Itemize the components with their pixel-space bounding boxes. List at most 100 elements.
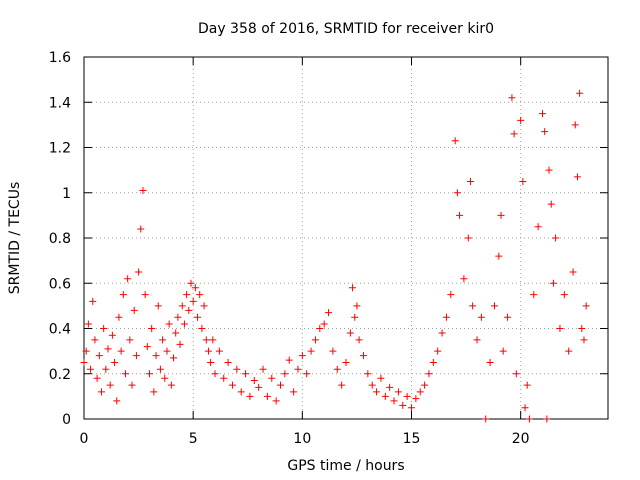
data-point	[170, 354, 178, 362]
data-point	[303, 370, 311, 378]
data-point	[87, 365, 95, 373]
data-point	[137, 225, 145, 233]
data-point	[183, 291, 191, 299]
data-point	[329, 347, 337, 355]
data-point	[377, 374, 385, 382]
data-point	[152, 352, 160, 360]
data-point	[281, 370, 289, 378]
data-point	[351, 313, 359, 321]
data-point	[290, 388, 298, 396]
x-tick-label: 20	[512, 431, 530, 447]
data-point	[408, 404, 415, 412]
data-point	[161, 374, 169, 382]
data-point	[469, 302, 477, 310]
data-point	[412, 395, 420, 403]
data-point	[224, 358, 232, 366]
data-point	[394, 388, 402, 396]
data-point	[447, 291, 455, 299]
y-tick-label: 0.2	[49, 367, 71, 383]
data-point	[196, 291, 204, 299]
x-tick-label: 5	[189, 431, 198, 447]
data-point	[111, 358, 119, 366]
data-point	[191, 284, 199, 292]
data-point	[80, 358, 88, 366]
data-point	[560, 291, 568, 299]
data-point	[565, 347, 573, 355]
data-point	[154, 302, 162, 310]
data-point	[102, 365, 110, 373]
data-point	[185, 306, 193, 314]
data-point	[139, 186, 147, 194]
data-point	[165, 320, 173, 328]
data-point	[399, 401, 407, 409]
data-point	[497, 211, 505, 219]
data-point	[359, 352, 367, 360]
x-tick-label: 0	[80, 431, 89, 447]
data-point	[259, 365, 267, 373]
y-tick-label: 0.6	[49, 276, 71, 292]
data-point	[202, 336, 210, 344]
data-point	[178, 302, 186, 310]
data-point	[582, 302, 590, 310]
data-point	[342, 358, 350, 366]
data-point	[268, 374, 276, 382]
data-point	[510, 130, 518, 138]
data-point	[316, 325, 324, 332]
data-point	[333, 365, 341, 373]
data-point	[549, 279, 557, 287]
data-point	[294, 365, 302, 373]
data-point	[307, 347, 315, 355]
data-point	[180, 320, 188, 328]
data-point	[541, 128, 549, 136]
data-point	[320, 320, 328, 328]
data-point	[508, 94, 516, 102]
data-point	[150, 388, 158, 396]
y-tick-label: 1.2	[49, 141, 71, 157]
data-point	[89, 297, 97, 305]
data-point	[499, 347, 507, 355]
data-point	[255, 383, 263, 391]
data-point	[233, 365, 241, 373]
data-point	[167, 381, 175, 389]
data-point	[556, 325, 564, 332]
data-point	[530, 291, 538, 299]
data-point	[100, 325, 108, 332]
data-point	[106, 381, 114, 389]
data-point	[84, 320, 92, 328]
data-point	[473, 336, 481, 344]
x-axis-label: GPS time / hours	[287, 458, 404, 474]
data-point	[460, 275, 468, 283]
data-point	[386, 383, 394, 391]
y-tick-label: 0.8	[49, 231, 71, 247]
data-point	[204, 347, 212, 355]
data-point	[126, 336, 134, 344]
data-point	[108, 331, 116, 339]
data-point	[237, 388, 245, 396]
y-tick-label: 1	[62, 186, 71, 202]
x-tick-label: 15	[403, 431, 421, 447]
data-point	[578, 325, 586, 332]
data-point	[209, 336, 217, 344]
data-point	[159, 336, 167, 344]
data-point	[552, 234, 560, 242]
y-axis-label: SRMTID / TECUs	[7, 182, 23, 295]
data-point	[215, 347, 223, 355]
y-tick-label: 1.6	[49, 50, 71, 66]
axis-ticks	[83, 56, 608, 420]
data-point	[421, 381, 429, 389]
data-point	[143, 343, 151, 351]
data-point	[466, 177, 474, 185]
data-point	[124, 275, 132, 283]
data-point	[381, 392, 389, 400]
data-point	[390, 397, 398, 405]
data-point	[263, 392, 271, 400]
data-point	[220, 374, 228, 382]
data-point	[486, 358, 494, 366]
data-point	[141, 291, 149, 299]
data-point	[364, 370, 372, 378]
data-point	[580, 336, 588, 344]
data-point	[416, 388, 424, 396]
data-point	[148, 325, 156, 332]
data-point	[512, 370, 520, 378]
